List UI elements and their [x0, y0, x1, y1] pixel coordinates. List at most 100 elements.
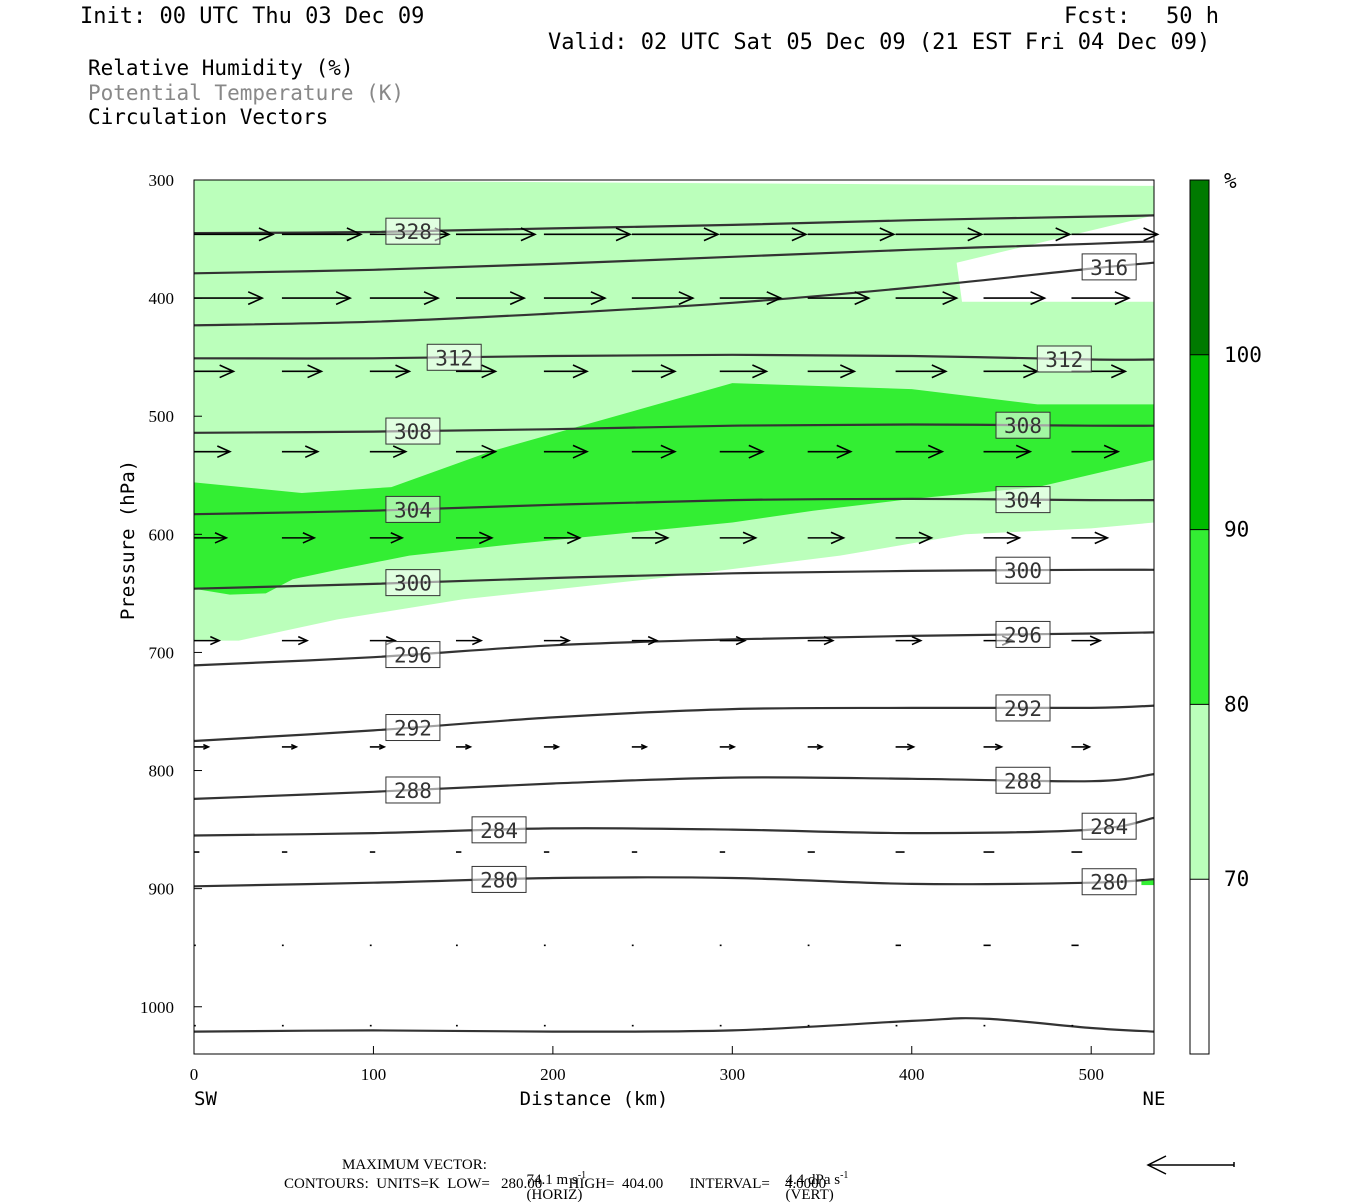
contour-label-box [385, 217, 441, 245]
contour-label: 308 [995, 411, 1051, 439]
x-end-label-sw: SW [194, 1088, 217, 1110]
contour-label-box [1081, 253, 1137, 281]
vector-head [742, 531, 758, 545]
contour-label-box [995, 620, 1051, 648]
vector-head [392, 445, 408, 459]
vector-arrow [807, 227, 896, 242]
vector-arrow [543, 291, 607, 306]
vector-arrow [1071, 531, 1110, 545]
vector-arrow [369, 445, 408, 459]
horizontal-exponent: -1 [577, 1170, 587, 1181]
y-tick-label: 600 [149, 525, 175, 544]
vector-head [423, 291, 440, 306]
vector-arrow [807, 743, 824, 750]
vector-arrow [281, 364, 324, 379]
contour-label-text: 300 [1004, 559, 1042, 583]
vector-arrow [543, 444, 589, 459]
colorbar: 100 90 80 70% [1189, 169, 1262, 1055]
vector-head [297, 635, 309, 646]
vector-head [1082, 743, 1092, 751]
legend-relative-humidity: Relative Humidity (%) [88, 56, 354, 80]
vector-head [481, 364, 498, 379]
vector-head [520, 227, 537, 242]
vector-head [559, 635, 571, 646]
theta-contour-316 [193, 261, 1155, 327]
y-tick-label: 300 [149, 171, 175, 190]
vector-arrow [631, 227, 720, 242]
vector-arrow [807, 635, 835, 646]
vector-arrow [543, 227, 632, 242]
contour-label-box [471, 816, 527, 844]
contour-label-box [1081, 812, 1137, 840]
vector-head [478, 531, 494, 545]
x-end-label-ne: NE [1143, 1088, 1166, 1110]
x-tick-label: 0 [190, 1065, 199, 1084]
vector-head [647, 635, 659, 646]
vector-head [566, 531, 582, 545]
vector-arrow [194, 364, 236, 379]
contour-label-box [995, 556, 1051, 584]
contour-label: 288 [995, 766, 1051, 794]
y-axis-label: Pressure (hPa) [117, 460, 139, 620]
vector-head [660, 444, 677, 459]
vector-arrow [807, 531, 846, 545]
vector-arrow [631, 364, 677, 379]
vector-head [942, 291, 959, 306]
vector-arrow [455, 531, 494, 545]
legend-potential-temperature: Potential Temperature (K) [88, 81, 405, 105]
contour-label-box [385, 417, 441, 445]
vector-arrow [1071, 444, 1121, 459]
contour-label-text: 284 [480, 819, 518, 843]
contour-label-box [995, 486, 1051, 514]
contour-label-text: 280 [480, 868, 518, 892]
vector-arrow [719, 743, 737, 750]
vector-head [816, 743, 824, 750]
vector-head [906, 743, 916, 751]
vector-head [552, 743, 561, 750]
vector-head [1006, 531, 1022, 545]
vector-head [290, 743, 299, 750]
max-vector-vertical: 4.4 dPa s-1 (VERT) [778, 1156, 849, 1203]
vector-arrow [631, 743, 649, 750]
vector-head [390, 532, 405, 544]
contour-label-box [385, 776, 441, 804]
vector-arrow [807, 444, 853, 459]
vector-head [572, 444, 589, 459]
theta-contour-328 [193, 214, 1155, 235]
contour-label: 328 [385, 217, 441, 245]
contour-label: 292 [995, 694, 1051, 722]
vector-head [258, 227, 275, 242]
contour-label: 296 [995, 620, 1051, 648]
vector-arrow [719, 635, 747, 646]
contour-label-box [385, 641, 441, 669]
contour-label-box [426, 343, 482, 371]
contour-label-box [1036, 345, 1092, 373]
init-time: Init: 00 UTC Thu 03 Dec 09 [80, 4, 425, 29]
vector-head [654, 531, 670, 545]
contour-label: 280 [471, 865, 527, 893]
vector-head [766, 291, 783, 306]
vector-arrow [983, 531, 1022, 545]
vector-head [464, 743, 473, 750]
contour-label-box [995, 766, 1051, 794]
vector-head [911, 635, 923, 646]
contour-label-box [995, 411, 1051, 439]
vector-arrow [1071, 291, 1131, 306]
vector-head [918, 531, 934, 545]
reference-vector-arrow [1146, 1155, 1235, 1175]
vector-arrow [895, 743, 916, 751]
vector-arrow [895, 364, 948, 379]
vector-head [678, 291, 695, 306]
colorbar-segment [1190, 879, 1209, 1054]
vector-arrow [281, 291, 353, 306]
colorbar-segment [1190, 704, 1209, 880]
vector-head [735, 635, 747, 646]
contour-label: 300 [995, 556, 1051, 584]
vector-head [1110, 364, 1128, 379]
vector-head [967, 227, 984, 242]
contour-label-box [385, 569, 441, 597]
y-tick-label: 900 [149, 880, 175, 899]
max-vector-vertical-value: 4.4 dPa s [785, 1172, 841, 1188]
vector-arrow [194, 532, 229, 544]
y-tick-label: 800 [149, 762, 175, 781]
